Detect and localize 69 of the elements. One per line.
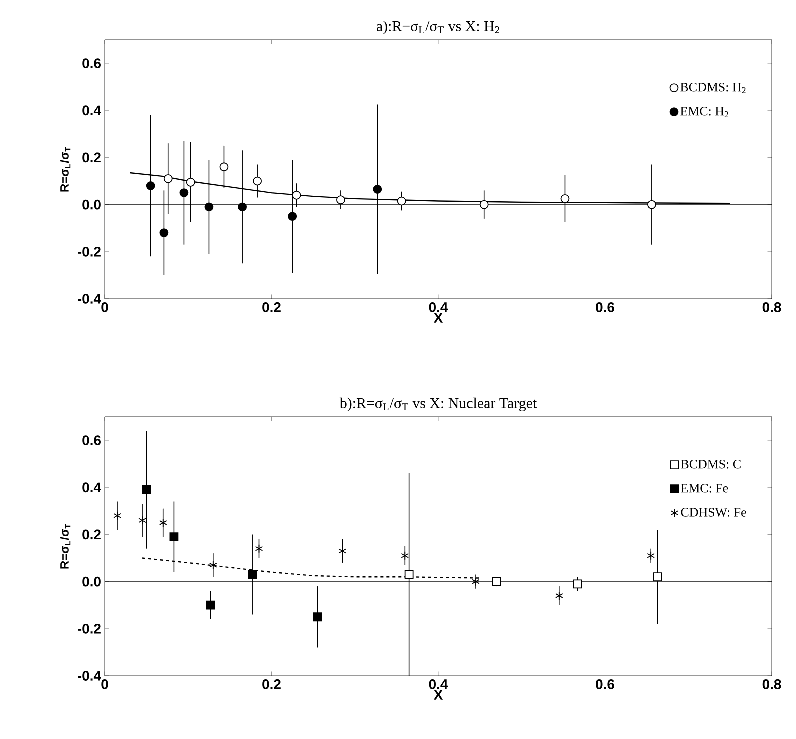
y-tick-label: -0.2: [78, 246, 101, 257]
point: [338, 546, 347, 556]
legend-label: BCDMS: H$_{2}$: [680, 83, 746, 94]
y-tick-label: 0.0: [82, 576, 101, 587]
point: [255, 544, 264, 554]
x-tick-label: 0.8: [762, 680, 782, 690]
point: [555, 591, 564, 600]
point: [114, 511, 122, 520]
point: [220, 162, 229, 172]
x-tick-label: 0.2: [262, 302, 281, 312]
x-axis-title: X: [434, 313, 444, 323]
y-tick-label: 0.2: [82, 152, 101, 163]
point: [401, 551, 410, 560]
y-tick-label: 0.2: [82, 530, 101, 540]
point: [573, 580, 582, 589]
y-tick-label: 0.6: [82, 58, 101, 68]
point: [142, 486, 152, 494]
x-tick-label: 0.6: [596, 302, 614, 312]
y-axis-title: R=σ$_{L}$/σ$_{T}$: [60, 147, 71, 192]
x-tick-label: 0: [102, 680, 108, 690]
legend-label: CDHSW: Fe: [681, 508, 746, 517]
point: [560, 194, 570, 204]
point: [204, 202, 214, 212]
legend-label: BCDMS: C: [681, 460, 741, 469]
y-tick-label: 0.6: [82, 436, 101, 446]
point: [209, 560, 218, 570]
point: [248, 570, 258, 580]
point: [180, 188, 189, 198]
point: [146, 182, 156, 190]
point: [292, 190, 302, 200]
point: [288, 212, 298, 222]
point: [159, 518, 168, 528]
point: [170, 532, 179, 542]
point: [404, 570, 414, 580]
legend-label: EMC: Fe: [681, 484, 728, 493]
point: [647, 200, 656, 210]
chart-title: b):R=σ$_{L}$/σ$_{T}$ vs X: Nuclear Target: [340, 398, 538, 412]
chart-title: a):R−σ$_{L}$/σ$_{T}$ vs X: H$_{2}$: [376, 20, 500, 34]
x-tick-label: 0.4: [429, 302, 448, 312]
point: [472, 577, 480, 586]
point: [238, 202, 248, 212]
legend-label: EMC: H$_{2}$: [680, 107, 729, 118]
point: [206, 600, 216, 610]
point: [480, 200, 489, 210]
point: [653, 572, 662, 582]
point: [373, 185, 382, 194]
y-tick-label: -0.4: [78, 294, 102, 304]
point: [138, 516, 146, 526]
y-tick-label: 0.4: [82, 106, 102, 116]
point: [160, 228, 169, 238]
y-tick-label: 0.4: [82, 482, 102, 493]
point: [397, 196, 406, 206]
point: [186, 178, 196, 187]
x-tick-label: 0.6: [596, 680, 614, 690]
x-tick-label: 0.4: [429, 680, 448, 690]
point: [647, 551, 656, 560]
point: [253, 176, 262, 186]
y-tick-label: 0.0: [82, 200, 101, 210]
point: [336, 196, 346, 205]
point: [164, 174, 173, 184]
x-tick-label: 0.2: [262, 680, 281, 690]
point: [492, 577, 502, 586]
y-tick-label: -0.4: [78, 671, 102, 681]
x-axis-title: X: [434, 690, 444, 700]
y-tick-label: -0.2: [78, 624, 101, 634]
x-tick-label: 0.8: [762, 302, 782, 312]
y-axis-title: R=σ$_{L}$/σ$_{T}$: [60, 524, 71, 569]
x-tick-label: 0: [102, 302, 108, 312]
point: [313, 612, 322, 622]
